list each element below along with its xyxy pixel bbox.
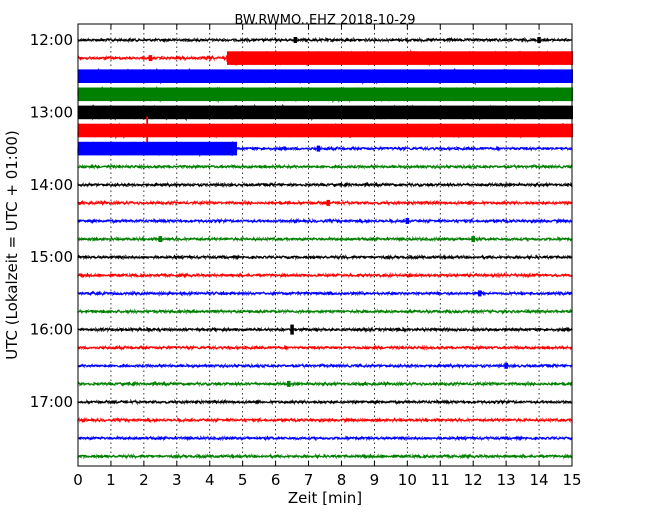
x-tick-label: 6	[271, 471, 281, 489]
trace-1645	[77, 380, 573, 388]
trace-waveform	[77, 217, 573, 225]
trace-event-spike	[405, 218, 410, 224]
y-tick-label: 12:00	[30, 31, 73, 49]
grid-lines	[110, 24, 540, 466]
trace-waveform	[77, 103, 573, 122]
x-tick-label: 9	[370, 471, 380, 489]
trace-1245	[77, 85, 573, 104]
trace-1530	[77, 290, 573, 297]
trace-waveform	[77, 163, 573, 170]
y-tick-label: 17:00	[30, 393, 73, 411]
trace-1700	[77, 398, 573, 406]
plot-frame	[77, 23, 573, 467]
x-tick-label: 7	[304, 471, 314, 489]
trace-waveform	[77, 453, 573, 460]
x-axis-ticks: 0 1 2 3 4 5 6 7 8 9 10 11 12 13 14 15	[73, 24, 582, 489]
trace-waveform	[77, 181, 573, 189]
trace-event-spike	[146, 116, 149, 145]
trace-waveform	[77, 326, 573, 333]
trace-1545	[77, 308, 573, 315]
x-tick-label: 0	[73, 471, 83, 489]
trace-1445	[77, 235, 573, 243]
trace-waveform	[77, 416, 573, 424]
trace-waveform	[77, 380, 573, 388]
y-axis-title: UTC (Lokalzeit = UTC + 01:00)	[3, 130, 21, 360]
trace-1415	[77, 199, 573, 207]
trace-waveform	[77, 67, 573, 86]
trace-event-spike	[326, 199, 331, 206]
trace-waveform	[77, 434, 573, 442]
trace-1715	[77, 416, 573, 424]
trace-event-spike	[478, 290, 482, 297]
trace-1730	[77, 434, 573, 442]
trace-waveform	[77, 362, 573, 370]
trace-event-spike	[158, 236, 163, 243]
trace-waveform	[77, 398, 573, 406]
x-axis-title: Zeit [min]	[288, 489, 362, 507]
x-tick-label: 13	[497, 471, 516, 489]
trace-waveform	[77, 290, 573, 297]
trace-1500	[77, 253, 573, 261]
trace-event-spike	[287, 380, 291, 387]
trace-1230	[77, 67, 573, 86]
trace-1345	[77, 163, 573, 170]
trace-waveform	[77, 199, 573, 207]
trace-waveform	[77, 271, 573, 279]
trace-1315	[77, 116, 573, 145]
trace-event-spike	[537, 37, 541, 43]
y-tick-label: 16:00	[30, 321, 73, 339]
trace-waveform	[77, 85, 573, 104]
trace-1600	[77, 324, 573, 335]
x-tick-label: 11	[431, 471, 450, 489]
x-tick-label: 2	[139, 471, 149, 489]
x-tick-label: 1	[106, 471, 116, 489]
trace-1630	[77, 362, 573, 370]
trace-waveform	[77, 36, 573, 44]
trace-1200	[77, 36, 573, 44]
x-tick-label: 3	[172, 471, 182, 489]
trace-1615	[77, 344, 573, 352]
trace-waveform	[77, 344, 573, 352]
trace-event-spike	[290, 324, 294, 335]
y-tick-label: 15:00	[30, 248, 73, 266]
trace-waveform	[77, 122, 573, 140]
trace-waveform	[77, 140, 573, 158]
x-tick-label: 4	[205, 471, 215, 489]
trace-1215	[77, 49, 573, 67]
trace-waveform	[77, 253, 573, 261]
trace-1400	[77, 181, 573, 189]
trace-event-spike	[293, 37, 298, 43]
trace-event-spike	[148, 55, 153, 62]
x-tick-label: 15	[562, 471, 581, 489]
trace-waveform	[77, 235, 573, 243]
y-tick-label: 13:00	[30, 103, 73, 121]
seismogram-traces	[77, 36, 573, 460]
trace-1300	[77, 103, 573, 122]
x-tick-label: 14	[530, 471, 549, 489]
x-tick-label: 10	[398, 471, 417, 489]
x-tick-label: 12	[464, 471, 483, 489]
trace-1430	[77, 217, 573, 225]
trace-1330	[77, 140, 573, 158]
trace-1515	[77, 271, 573, 279]
trace-event-spike	[316, 145, 321, 152]
x-tick-label: 8	[337, 471, 347, 489]
y-tick-label: 14:00	[30, 176, 73, 194]
y-axis-ticks: 12:00 13:00 14:00 15:00 16:00 17:00	[30, 31, 572, 411]
trace-1745	[77, 453, 573, 460]
trace-event-spike	[471, 236, 475, 243]
trace-waveform	[77, 49, 573, 67]
trace-waveform	[77, 308, 573, 315]
chart-title: BW.RWMO..EHZ 2018-10-29	[234, 13, 415, 28]
trace-event-spike	[504, 362, 508, 369]
x-tick-label: 5	[238, 471, 248, 489]
